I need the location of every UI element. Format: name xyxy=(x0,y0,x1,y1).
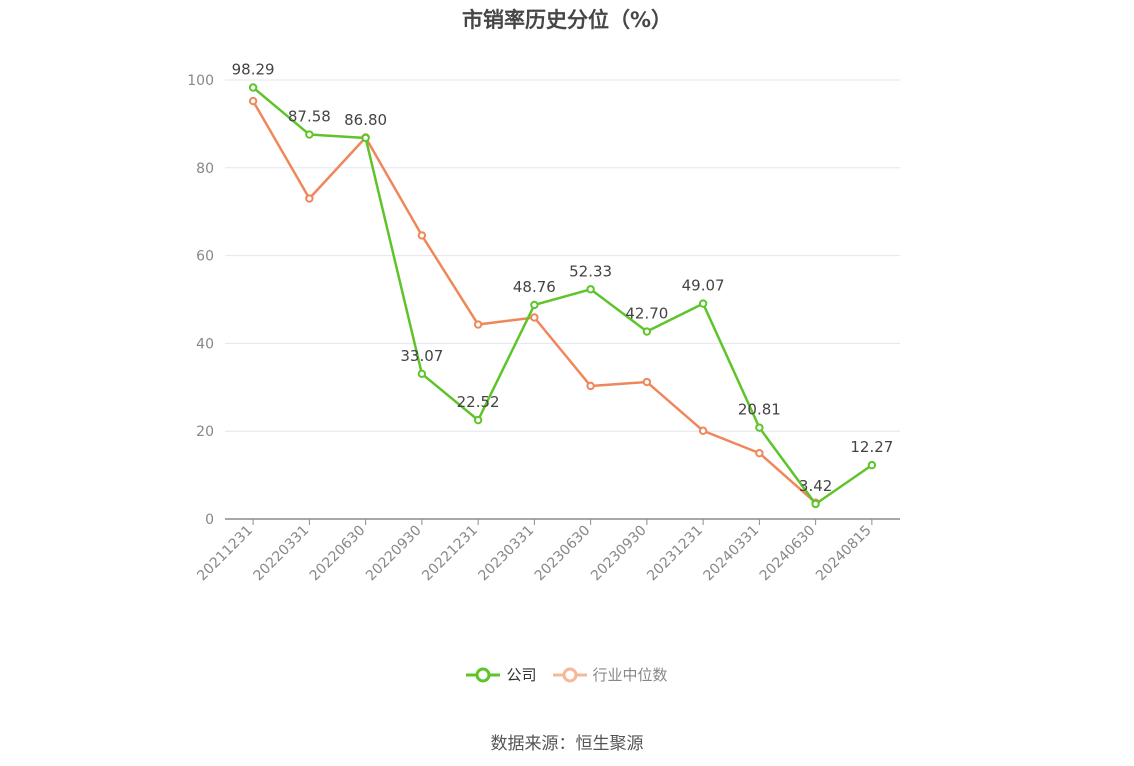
data-point-industry xyxy=(530,313,539,322)
y-tick-label: 40 xyxy=(196,336,214,352)
x-tick-label: 20230331 xyxy=(475,523,537,585)
data-point-industry xyxy=(417,231,427,240)
data-point-industry xyxy=(698,426,708,435)
data-point-industry xyxy=(755,448,764,458)
y-tick-label: 60 xyxy=(196,249,214,265)
data-point-company xyxy=(811,499,820,509)
x-tick-label: 20211231 xyxy=(194,523,256,585)
legend-item-company[interactable]: 公司 xyxy=(466,664,537,685)
data-point-company xyxy=(530,300,539,310)
data-point-industry xyxy=(586,381,595,391)
data-point-industry xyxy=(305,194,314,203)
data-label-company: 86.80 xyxy=(344,111,387,129)
x-tick-label: 20230930 xyxy=(588,523,650,585)
data-point-company xyxy=(305,130,314,139)
x-tick-label: 20231231 xyxy=(644,523,706,585)
data-label-company: 42.70 xyxy=(625,305,668,323)
line-chart: 0204060801002021123120220331202206302022… xyxy=(187,61,900,585)
y-tick-label: 80 xyxy=(196,161,214,177)
legend-label-company: 公司 xyxy=(506,666,537,684)
data-point-company xyxy=(867,460,877,470)
x-tick-label: 20221231 xyxy=(419,523,481,585)
data-point-company xyxy=(473,415,483,425)
data-source: 数据来源：恒生聚源 xyxy=(490,734,644,754)
data-point-company xyxy=(417,369,427,379)
x-tick-label: 20220930 xyxy=(363,523,425,585)
chart-title: 市销率历史分位（%） xyxy=(461,8,673,32)
data-label-company: 20.81 xyxy=(738,401,781,419)
y-tick-label: 100 xyxy=(187,73,214,89)
data-label-company: 98.29 xyxy=(232,61,275,79)
legend-item-industry[interactable]: 行业中位数 xyxy=(552,664,668,685)
data-point-company xyxy=(248,83,258,92)
data-point-industry xyxy=(473,320,483,329)
legend-label-industry: 行业中位数 xyxy=(592,666,668,684)
data-label-company: 52.33 xyxy=(569,262,612,280)
data-point-company xyxy=(755,423,764,432)
data-label-company: 3.42 xyxy=(799,477,832,495)
data-point-company xyxy=(361,133,370,143)
x-tick-label: 20230630 xyxy=(532,523,594,585)
series-line-company xyxy=(252,86,873,506)
data-label-company: 33.07 xyxy=(400,347,443,365)
data-point-company xyxy=(698,299,708,308)
y-tick-label: 20 xyxy=(196,424,214,440)
data-label-company: 48.76 xyxy=(513,278,556,296)
legend-company-marker-icon xyxy=(466,667,501,682)
y-tick-label: 0 xyxy=(205,512,214,528)
x-tick-label: 20240331 xyxy=(700,523,762,585)
data-label-company: 87.58 xyxy=(288,108,331,126)
data-point-company xyxy=(586,285,595,294)
data-label-company: 22.52 xyxy=(457,393,500,411)
legend: 公司 行业中位数 xyxy=(0,664,1134,685)
data-label-company: 12.27 xyxy=(850,438,893,456)
legend-industry-marker-icon xyxy=(552,667,587,682)
x-tick-label: 20240815 xyxy=(813,523,875,585)
x-tick-label: 20240630 xyxy=(757,523,819,585)
x-tick-label: 20220630 xyxy=(307,523,369,585)
data-label-company: 49.07 xyxy=(682,277,725,295)
data-point-industry xyxy=(642,377,652,387)
data-point-company xyxy=(642,327,652,336)
x-tick-label: 20220331 xyxy=(250,523,312,585)
data-point-industry xyxy=(248,96,258,106)
